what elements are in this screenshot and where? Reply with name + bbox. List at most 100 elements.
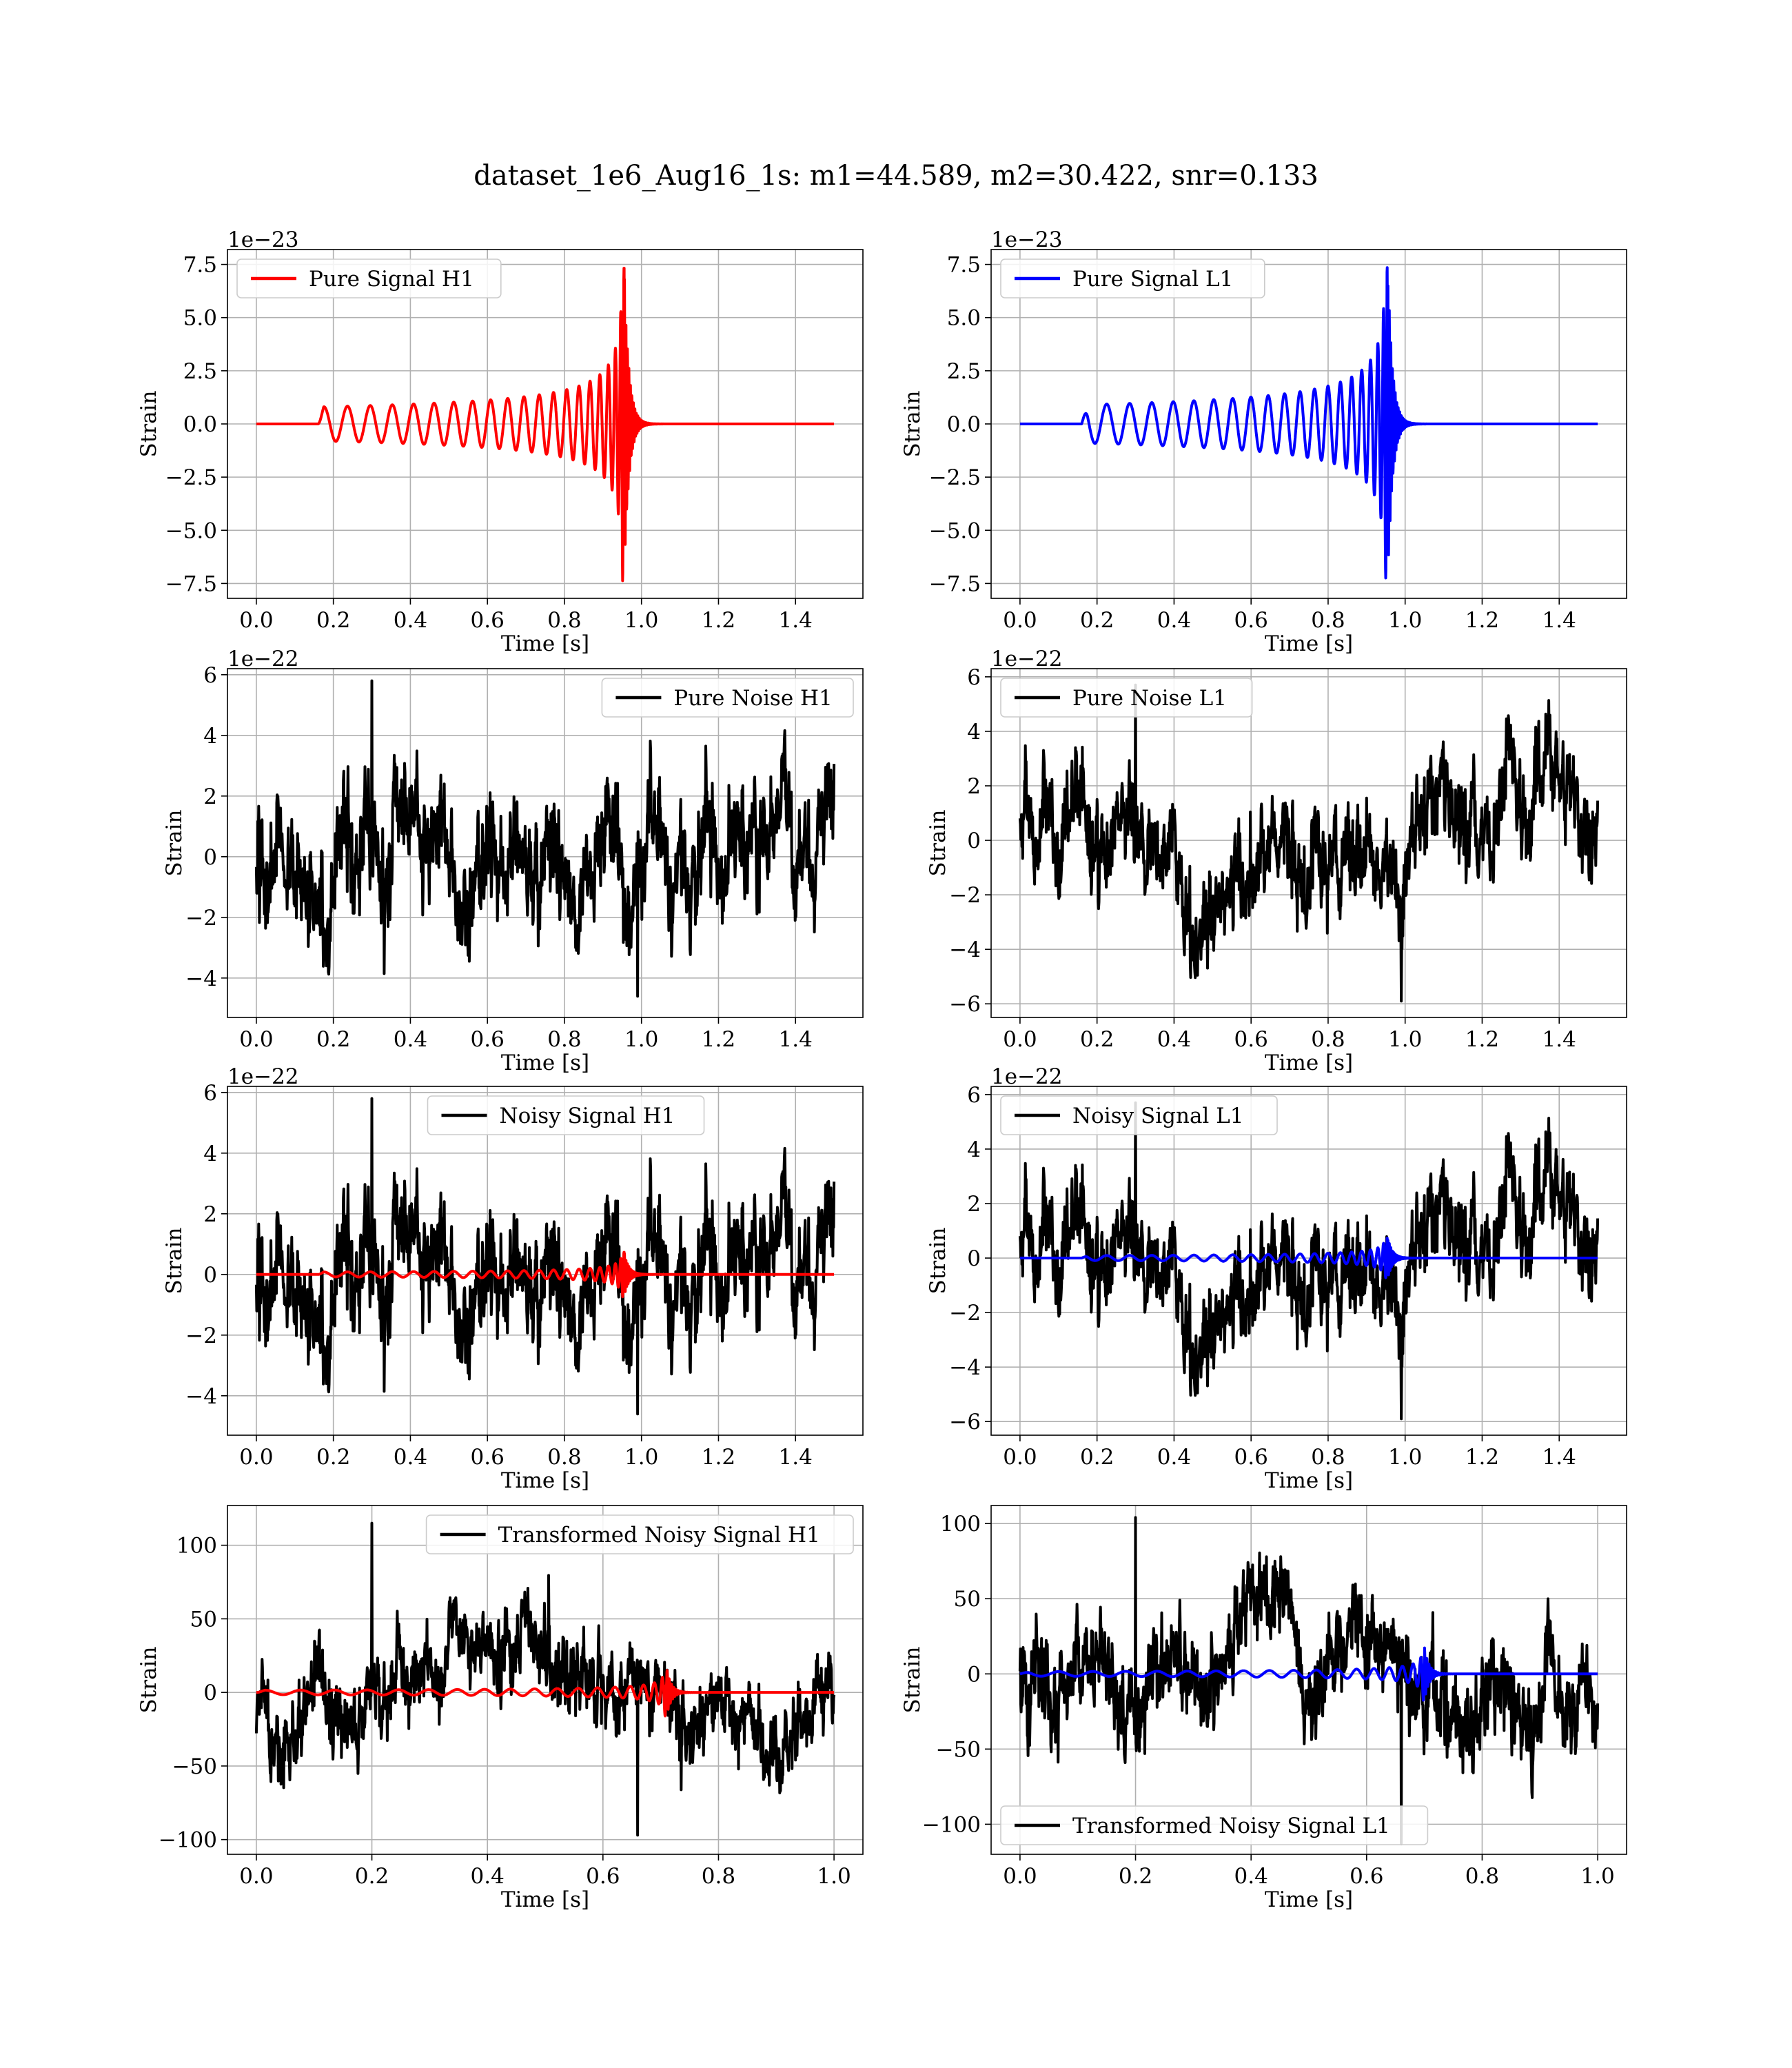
x-tick-label: 0.8	[1465, 1864, 1499, 1889]
legend: Pure Signal H1	[236, 258, 502, 298]
x-tick-label: 1.2	[1465, 1027, 1499, 1052]
series-line-chirp-1	[1019, 1646, 1599, 1702]
x-tick-label: 1.2	[702, 608, 735, 633]
legend-label: Noisy Signal L1	[1072, 1104, 1244, 1128]
x-tick-label: 1.0	[1388, 1445, 1422, 1470]
y-tick-label: 2	[203, 1202, 217, 1227]
axes-frame	[990, 668, 1627, 1018]
y-tick-label: −2	[949, 883, 981, 908]
series-line-noisy-signal-l1	[1018, 1101, 1600, 1421]
legend-box	[425, 1514, 854, 1554]
y-tick-label: 6	[967, 1083, 981, 1108]
axes-frame	[990, 1505, 1627, 1855]
series-line-transformed-noisy-signal-l1	[1018, 1516, 1600, 1845]
y-tick-label: 4	[967, 720, 981, 744]
legend: Pure Signal L1	[1000, 258, 1265, 298]
x-tick-label: 0.4	[394, 1445, 427, 1470]
y-tick-label: 50	[954, 1587, 981, 1612]
x-tick-label: 0.0	[239, 1864, 273, 1889]
x-tick-label: 0.0	[239, 608, 273, 633]
plot-area	[1019, 266, 1599, 580]
y-tick-label: 0	[967, 829, 981, 853]
y-tick-label: −4	[949, 1355, 981, 1380]
x-tick-label: 0.8	[1311, 1445, 1345, 1470]
y-tick-label: −4	[185, 966, 217, 991]
y-axis-label: Strain	[162, 810, 187, 877]
y-axis-label: Strain	[926, 1228, 950, 1295]
x-tick-label: 0.4	[471, 1864, 505, 1889]
y-tick-label: 7.5	[183, 253, 217, 278]
y-tick-label: 100	[176, 1534, 217, 1559]
y-tick-label: 0.0	[947, 412, 981, 437]
y-tick-label: 0	[967, 1662, 981, 1687]
y-tick-label: 4	[967, 1137, 981, 1162]
y-tick-label: −7.5	[929, 571, 981, 596]
y-tick-label: 2	[967, 1192, 981, 1217]
series-line-chirp-1	[255, 1250, 835, 1299]
y-tick-label: 100	[940, 1512, 981, 1537]
y-tick-label: 6	[967, 665, 981, 690]
x-tick-label: 1.4	[779, 1027, 813, 1052]
axes-frame	[990, 1086, 1627, 1436]
x-tick-label: 0.4	[394, 1027, 427, 1052]
y-tick-label: 2	[203, 784, 217, 809]
y-axis-label: Strain	[136, 391, 161, 458]
legend: Noisy Signal L1	[1000, 1095, 1278, 1135]
plot-area	[1018, 1516, 1600, 1845]
panels: 0.0 0.2 0.4 0.6 0.8 1.0 1.2 1.4 −7.5 −5.0 −2.5 0.0 2…	[136, 227, 1627, 1912]
legend-box	[236, 258, 502, 298]
x-axis-label: Time [s]	[501, 1887, 589, 1912]
panel-noisy-signal-l1: 0.0 0.2 0.4 0.6 0.8 1.0 1.2 1.4 −6 −4 −2 0 2 4 6 Time […	[926, 1064, 1627, 1493]
x-tick-label: 0.0	[1003, 1864, 1037, 1889]
y-tick-label: 2.5	[947, 359, 981, 384]
offset-text: 1e−22	[991, 647, 1063, 671]
x-tick-label: 0.6	[471, 608, 505, 633]
y-tick-label: 5.0	[947, 306, 981, 331]
x-tick-label: 1.4	[1542, 1027, 1576, 1052]
y-tick-label: 0	[203, 1681, 217, 1705]
x-tick-label: 0.0	[1003, 608, 1037, 633]
x-tick-label: 1.0	[1580, 1864, 1614, 1889]
x-tick-label: 0.6	[1234, 1027, 1268, 1052]
y-tick-label: −4	[185, 1384, 217, 1409]
offset-text: 1e−23	[227, 227, 299, 252]
y-tick-label: 4	[203, 1142, 217, 1166]
y-tick-label: −2.5	[165, 465, 217, 490]
series-line-chirp-1	[1019, 1237, 1599, 1279]
x-tick-label: 0.6	[471, 1445, 505, 1470]
legend: Transformed Noisy Signal L1	[1000, 1805, 1429, 1845]
legend: Pure Noise H1	[601, 678, 854, 718]
x-tick-label: 1.0	[624, 1027, 658, 1052]
axes-frame	[227, 668, 864, 1018]
x-tick-label: 0.6	[586, 1864, 620, 1889]
x-tick-label: 1.0	[817, 1864, 851, 1889]
x-tick-label: 0.0	[1003, 1027, 1037, 1052]
x-axis-label: Time [s]	[501, 1051, 589, 1075]
series-line-pure-signal-l1	[1019, 266, 1599, 580]
y-tick-label: −2	[949, 1301, 981, 1326]
y-tick-label: 0	[203, 845, 217, 870]
x-axis-label: Time [s]	[501, 631, 589, 656]
legend-label: Noisy Signal H1	[500, 1104, 675, 1128]
x-tick-label: 0.4	[394, 608, 427, 633]
x-tick-label: 1.2	[1465, 608, 1499, 633]
y-tick-label: −2	[185, 1324, 217, 1348]
series-line-chirp-1	[255, 1669, 835, 1718]
x-tick-label: 0.8	[1311, 1027, 1345, 1052]
x-tick-label: 0.6	[471, 1027, 505, 1052]
panel-pure-noise-h1: 0.0 0.2 0.4 0.6 0.8 1.0 1.2 1.4 −4 −2 0 2 4 6 Time [s]…	[162, 647, 864, 1075]
y-axis-label: Strain	[926, 810, 950, 877]
y-axis-label: Strain	[162, 1228, 187, 1295]
panel-transformed-noisy-signal-h1: 0.0 0.2 0.4 0.6 0.8 1.0 −100 −50 0 50 100 Time [s] S…	[136, 1505, 864, 1912]
y-tick-label: 6	[203, 1081, 217, 1106]
legend: Pure Noise L1	[1000, 678, 1253, 718]
x-tick-label: 1.0	[1388, 1027, 1422, 1052]
legend-box	[601, 678, 854, 718]
series-line-pure-signal-h1	[255, 267, 835, 582]
x-tick-label: 1.2	[1465, 1445, 1499, 1470]
y-tick-label: −6	[949, 992, 981, 1017]
x-tick-label: 0.4	[1157, 608, 1191, 633]
y-tick-label: −2.5	[929, 465, 981, 490]
x-tick-label: 0.8	[547, 1027, 581, 1052]
